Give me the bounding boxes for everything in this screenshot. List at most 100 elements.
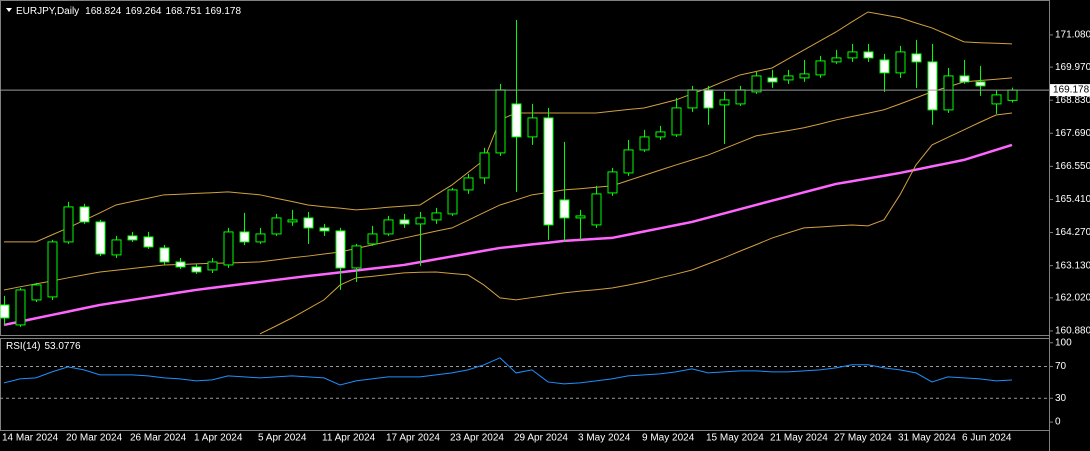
candle-body bbox=[0, 304, 10, 319]
candle-body bbox=[1007, 89, 1018, 101]
x-tick-label: 6 Jun 2024 bbox=[962, 433, 1012, 444]
candle-body bbox=[287, 219, 298, 223]
y-tick-label: 164.270 bbox=[1055, 227, 1090, 238]
current-price-label: 169.178 bbox=[1053, 85, 1090, 96]
y-tick-label: 163.130 bbox=[1055, 260, 1090, 271]
candle-body bbox=[847, 51, 858, 59]
x-tick-label: 1 Apr 2024 bbox=[194, 433, 243, 444]
header-low: 168.751 bbox=[165, 6, 202, 17]
candle-body bbox=[383, 219, 394, 235]
candle-body bbox=[367, 233, 378, 245]
x-tick-label: 26 Mar 2024 bbox=[130, 433, 187, 444]
candle-body bbox=[735, 89, 746, 105]
y-tick-label: 171.080 bbox=[1055, 30, 1090, 41]
candle-body bbox=[799, 73, 810, 79]
y-tick-label: 168.830 bbox=[1055, 95, 1090, 106]
y-tick-label: 30 bbox=[1055, 393, 1067, 404]
candle-body bbox=[63, 206, 74, 243]
candle-body bbox=[335, 230, 346, 269]
x-tick-label: 14 Mar 2024 bbox=[2, 433, 59, 444]
candle-body bbox=[351, 245, 362, 269]
candle-body bbox=[863, 51, 874, 59]
y-tick-label: 70 bbox=[1055, 361, 1067, 372]
candle-body bbox=[303, 217, 314, 229]
x-tick-label: 9 May 2024 bbox=[642, 433, 695, 444]
indicator-line bbox=[3, 77, 1013, 291]
y-tick-label: 160.880 bbox=[1055, 326, 1090, 337]
candle-body bbox=[559, 199, 570, 219]
candle-body bbox=[15, 289, 26, 326]
x-tick-label: 31 May 2024 bbox=[898, 433, 956, 444]
candle-body bbox=[47, 241, 58, 298]
candle-body bbox=[815, 60, 826, 76]
y-tick-label: 165.410 bbox=[1055, 194, 1090, 205]
candle-body bbox=[639, 136, 650, 151]
candle-body bbox=[143, 236, 154, 248]
x-tick-label: 17 Apr 2024 bbox=[386, 433, 440, 444]
candle-body bbox=[975, 81, 986, 87]
rsi-line bbox=[3, 357, 1013, 386]
y-tick-label: 167.690 bbox=[1055, 128, 1090, 139]
y-tick-label: 100 bbox=[1055, 337, 1072, 348]
candle-body bbox=[111, 239, 122, 256]
candle-body bbox=[527, 117, 538, 138]
candle-body bbox=[447, 189, 458, 215]
rsi-value: 53.0776 bbox=[44, 341, 81, 352]
indicator-line bbox=[4, 11, 1013, 243]
candle-body bbox=[607, 171, 618, 194]
y-tick-label: 0 bbox=[1055, 417, 1061, 428]
candle-body bbox=[767, 77, 778, 83]
collapse-icon[interactable] bbox=[6, 8, 12, 12]
symbol: EURJPY,Daily bbox=[16, 6, 79, 17]
header-open: 168.824 bbox=[85, 6, 122, 17]
candle-body bbox=[575, 215, 586, 219]
indicator-line bbox=[259, 112, 1013, 335]
y-tick-label: 166.550 bbox=[1055, 161, 1090, 172]
candle-body bbox=[783, 75, 794, 81]
candle-body bbox=[239, 231, 250, 243]
candle-body bbox=[959, 75, 970, 83]
candle-body bbox=[175, 261, 186, 268]
candle-body bbox=[831, 57, 842, 63]
candle-body bbox=[223, 231, 234, 266]
x-tick-label: 27 May 2024 bbox=[834, 433, 892, 444]
x-tick-label: 3 May 2024 bbox=[578, 433, 631, 444]
main-frame bbox=[0, 0, 1050, 336]
candle-body bbox=[687, 89, 698, 109]
candle-body bbox=[911, 53, 922, 63]
rsi-frame bbox=[0, 338, 1050, 431]
x-tick-label: 23 Apr 2024 bbox=[450, 433, 504, 444]
candle-body bbox=[703, 89, 714, 109]
candle-body bbox=[399, 219, 410, 225]
candle-body bbox=[255, 233, 266, 243]
header-high: 169.264 bbox=[125, 6, 162, 17]
candle-body bbox=[159, 247, 170, 263]
candle-body bbox=[463, 177, 474, 191]
candle-body bbox=[751, 75, 762, 93]
x-tick-label: 15 May 2024 bbox=[706, 433, 764, 444]
candle-body bbox=[479, 152, 490, 179]
candle-body bbox=[127, 235, 138, 241]
candle-body bbox=[271, 217, 282, 235]
candle-body bbox=[927, 61, 938, 111]
x-tick-label: 29 Apr 2024 bbox=[514, 433, 568, 444]
y-tick-label: 169.970 bbox=[1055, 62, 1090, 73]
candle-body bbox=[95, 221, 106, 255]
candle-body bbox=[319, 227, 330, 232]
candle-body bbox=[655, 131, 666, 138]
x-tick-label: 21 May 2024 bbox=[770, 433, 828, 444]
candle-body bbox=[591, 193, 602, 226]
indicator-line bbox=[3, 143, 1013, 327]
candle-body bbox=[991, 94, 1002, 105]
candle-body bbox=[495, 89, 506, 154]
candle-body bbox=[879, 59, 890, 74]
header-close: 169.178 bbox=[205, 6, 242, 17]
x-tick-label: 11 Apr 2024 bbox=[322, 433, 376, 444]
rsi-title: RSI(14) bbox=[6, 341, 40, 352]
x-tick-label: 20 Mar 2024 bbox=[66, 433, 123, 444]
candle-body bbox=[943, 75, 954, 111]
candle-body bbox=[431, 212, 442, 221]
candle-body bbox=[543, 117, 554, 226]
